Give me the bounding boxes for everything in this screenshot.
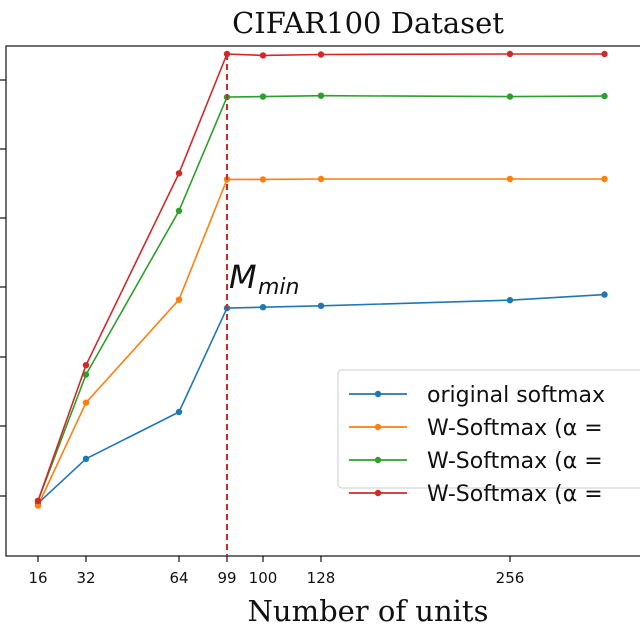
m-min-label: M: [229, 258, 257, 296]
series-2-point-7: [601, 92, 608, 100]
y-axis-ticks: [0, 79, 6, 497]
series-line-2: [37, 94, 605, 502]
x-tick-label-3: 99: [217, 569, 236, 587]
legend: original softmax W-Softmax (α = W-Softmax …: [337, 369, 640, 507]
series-2-point-2: [175, 207, 183, 214]
legend-label-1: W-Softmax (α =: [427, 416, 603, 441]
x-tick-label-6: 256: [496, 569, 525, 587]
series-line-1: [37, 178, 605, 506]
series-3-point-2: [175, 170, 183, 177]
series-3-point-0: [34, 497, 42, 505]
legend-marker-2: [374, 456, 382, 464]
x-axis-ticks: 16 32 64 99 100 128 256: [28, 556, 524, 587]
series-2-point-5: [317, 92, 325, 99]
legend-label-2: W-Softmax (α =: [427, 449, 603, 474]
legend-marker-3: [374, 489, 382, 497]
series-1-point-1: [82, 399, 90, 406]
legend-label-3: W-Softmax (α =: [427, 482, 603, 507]
series-1-point-4: [259, 176, 267, 183]
legend-box: [337, 369, 640, 489]
series-2-point-4: [259, 93, 267, 100]
series-1-point-0: [34, 502, 42, 509]
series-layer: [34, 50, 608, 509]
series-3-point-4: [259, 52, 267, 59]
x-tick-label-1: 32: [76, 569, 95, 587]
series-line-0: [37, 293, 605, 504]
series-1-point-7: [601, 175, 608, 183]
series-1-point-2: [175, 296, 183, 303]
x-tick-label-0: 16: [28, 569, 47, 587]
series-3-point-5: [317, 51, 325, 58]
series-1: [34, 175, 608, 509]
x-tick-label-4: 100: [249, 569, 278, 587]
chart-title: CIFAR100 Dataset: [232, 6, 504, 40]
series-1-point-5: [317, 175, 325, 183]
legend-marker-0: [374, 390, 382, 398]
series-0-point-4: [259, 304, 267, 311]
series-0-point-1: [82, 455, 90, 462]
series-3-point-6: [506, 50, 514, 58]
legend-label-0: original softmax: [427, 383, 605, 408]
x-axis-label: Number of units: [248, 594, 489, 628]
x-tick-label-2: 64: [169, 569, 188, 587]
series-0-point-2: [175, 408, 183, 416]
series-3-point-1: [82, 362, 90, 369]
series-2-point-6: [506, 93, 514, 100]
series-0-point-5: [317, 302, 325, 309]
series-line-3: [37, 53, 605, 502]
x-tick-label-5: 128: [307, 569, 336, 587]
series-2-point-1: [82, 371, 90, 378]
series-0-point-6: [506, 297, 514, 304]
m-min-subscript: min: [258, 275, 300, 300]
plot-frame: [5, 45, 640, 557]
series-1-point-6: [506, 175, 514, 183]
series-3-point-7: [601, 50, 608, 58]
legend-marker-1: [374, 423, 382, 431]
series-0-point-7: [601, 291, 608, 298]
